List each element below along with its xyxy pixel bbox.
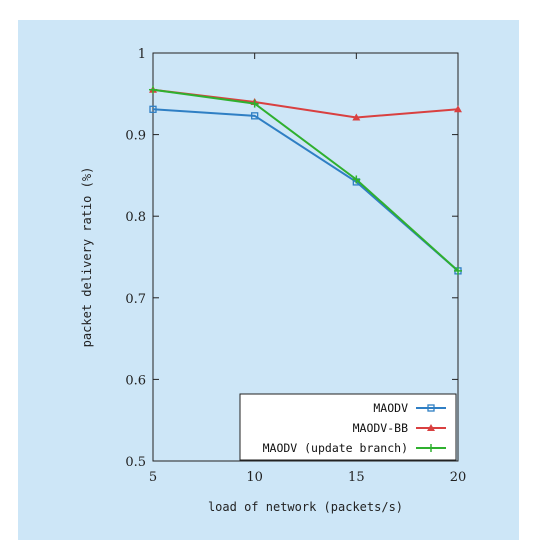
y-tick-label: 0.7 bbox=[125, 292, 146, 307]
data-point-2 bbox=[352, 113, 361, 121]
data-point-2 bbox=[454, 105, 462, 113]
legend-marker bbox=[427, 444, 435, 452]
series-line-2 bbox=[152, 88, 459, 119]
legend-marker bbox=[427, 424, 435, 431]
x-tick-label: 5 bbox=[149, 470, 157, 485]
data-point-3 bbox=[352, 175, 361, 184]
x-tick-label: 15 bbox=[348, 470, 365, 485]
y-axis-label: packet delivery ratio (%) bbox=[80, 167, 94, 348]
data-point-3 bbox=[149, 85, 157, 94]
x-tick-label: 10 bbox=[246, 470, 263, 485]
y-tick-label: 0.8 bbox=[125, 210, 146, 225]
legend-label: MAODV-BB bbox=[353, 421, 408, 435]
legend-label: MAODV (update branch) bbox=[263, 441, 408, 455]
x-tick-label: 20 bbox=[450, 470, 467, 485]
series-line-1 bbox=[152, 108, 459, 272]
legend-marker bbox=[427, 404, 435, 412]
y-tick-label: 0.6 bbox=[125, 373, 146, 388]
data-point-3 bbox=[454, 266, 462, 275]
line-chart: 5 10 15 20 0.5 0.6 0.7 0.8 0.9 1 MAODV MAODV-BB MAO… bbox=[80, 47, 467, 514]
data-point-1 bbox=[251, 112, 259, 120]
data-point-1 bbox=[149, 105, 157, 113]
x-axis-label: load of network (packets/s) bbox=[208, 500, 403, 514]
data-point-3 bbox=[250, 99, 259, 108]
y-tick-label: 0.5 bbox=[125, 455, 146, 470]
legend-label: MAODV bbox=[373, 401, 408, 415]
y-tick-label: 0.9 bbox=[125, 129, 146, 144]
series-line-3 bbox=[152, 88, 459, 272]
y-tick-label: 1 bbox=[138, 47, 146, 62]
chart-panel: 5 10 15 20 0.5 0.6 0.7 0.8 0.9 1 MAODV MAODV-BB MAO… bbox=[18, 20, 519, 540]
plot-area-border bbox=[152, 52, 459, 462]
